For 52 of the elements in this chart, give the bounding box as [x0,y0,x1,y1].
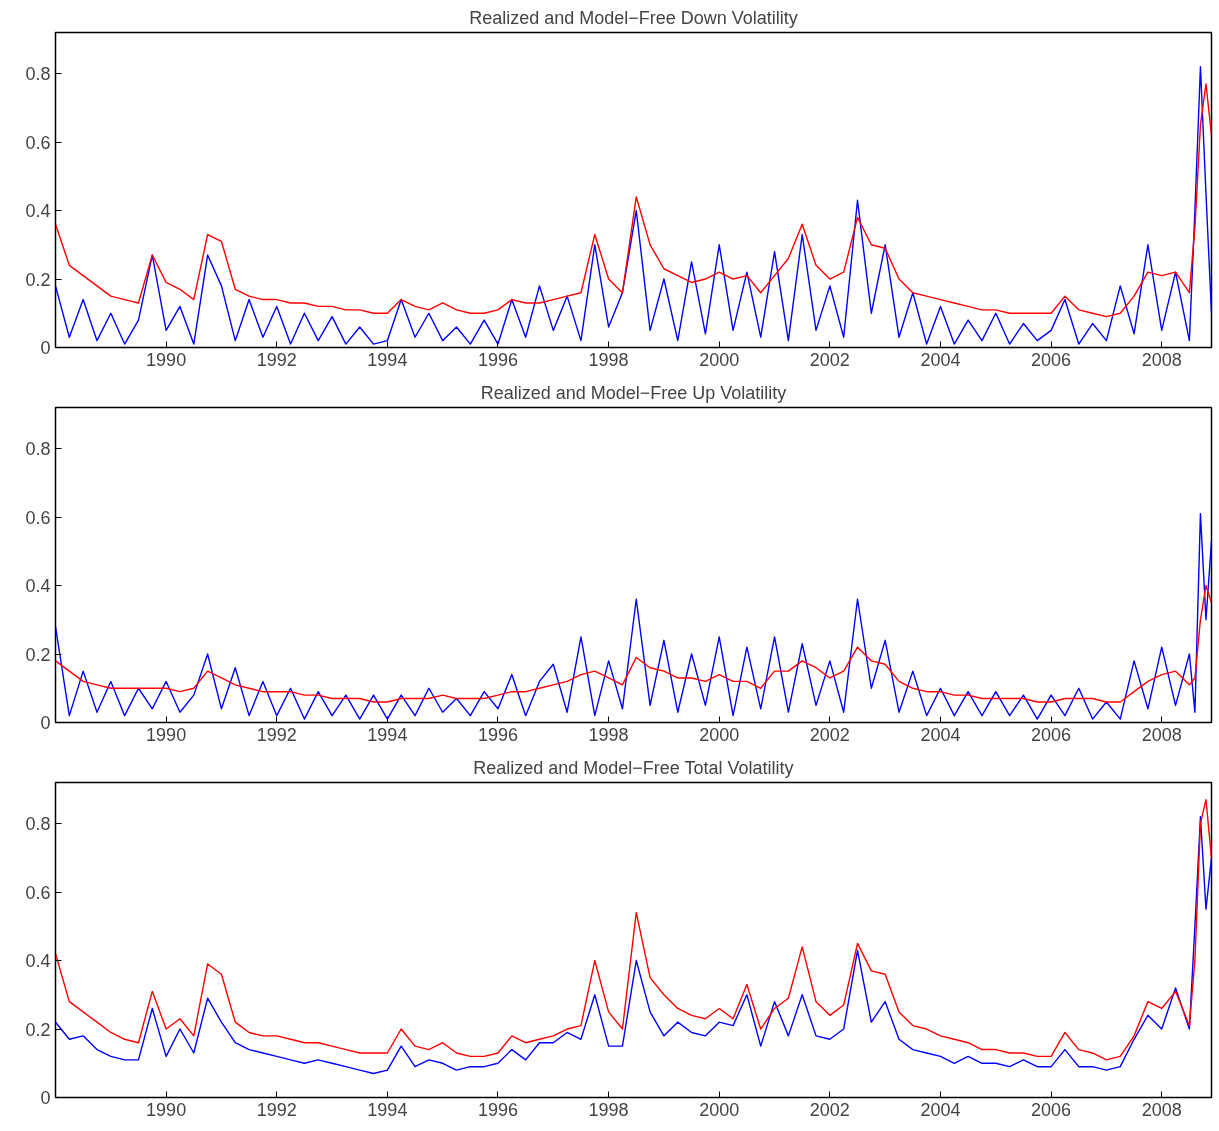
y-tick-label: 0.2 [25,1019,51,1040]
x-tick-label: 2006 [1031,724,1072,745]
x-tick-label: 2002 [809,724,850,745]
y-tick-label: 0 [40,338,51,358]
x-tick-label: 1994 [367,724,408,745]
chart-title: Realized and Model−Free Up Volatility [480,382,787,403]
x-tick-label: 1998 [588,1099,629,1120]
chart-title: Realized and Model−Free Total Volatility [473,757,794,778]
chart-title: Realized and Model−Free Down Volatility [469,7,798,28]
y-tick-label: 0.8 [25,439,51,460]
y-tick-label: 0.6 [25,507,51,528]
line-series [55,66,1212,345]
x-tick-label: 2008 [1141,1099,1182,1120]
y-tick-label: 0.6 [25,882,51,903]
x-tick-label: 1998 [588,349,629,370]
x-tick-label: 1998 [588,724,629,745]
line-series [55,584,1212,703]
y-tick-label: 0 [40,1088,51,1108]
y-tick-label: 0.6 [25,132,51,153]
x-tick-label: 2004 [920,1099,961,1120]
x-tick-label: 2008 [1141,349,1182,370]
x-tick-label: 1994 [367,1099,408,1120]
x-tick-label: 1996 [477,349,519,370]
x-tick-label: 2000 [699,724,740,745]
x-tick-label: 1990 [146,724,187,745]
x-tick-label: 1996 [477,724,519,745]
x-tick-label: 2008 [1141,724,1182,745]
line-series [55,512,1212,720]
x-tick-label: 2000 [699,1099,740,1120]
x-tick-label: 1990 [146,1099,187,1120]
y-tick-label: 0.2 [25,269,51,290]
x-tick-label: 2006 [1031,1099,1072,1120]
y-tick-label: 0.2 [25,644,51,665]
x-tick-label: 1992 [256,349,297,370]
x-tick-label: 1994 [367,349,408,370]
x-tick-label: 2004 [920,349,961,370]
x-tick-label: 1996 [477,1099,519,1120]
line-series [55,83,1212,318]
x-tick-label: 1992 [256,724,297,745]
y-tick-label: 0 [40,713,51,733]
x-tick-label: 2006 [1031,349,1072,370]
x-tick-label: 1992 [256,1099,297,1120]
y-tick-label: 0.4 [25,951,51,972]
y-tick-label: 0.8 [25,64,51,85]
x-tick-label: 2002 [809,1099,850,1120]
y-tick-label: 0.4 [25,576,51,597]
x-tick-label: 2000 [699,349,740,370]
x-tick-label: 1990 [146,349,187,370]
x-tick-label: 2004 [920,724,961,745]
x-tick-label: 2002 [809,349,850,370]
y-tick-label: 0.4 [25,201,51,222]
y-tick-label: 0.8 [25,814,51,835]
